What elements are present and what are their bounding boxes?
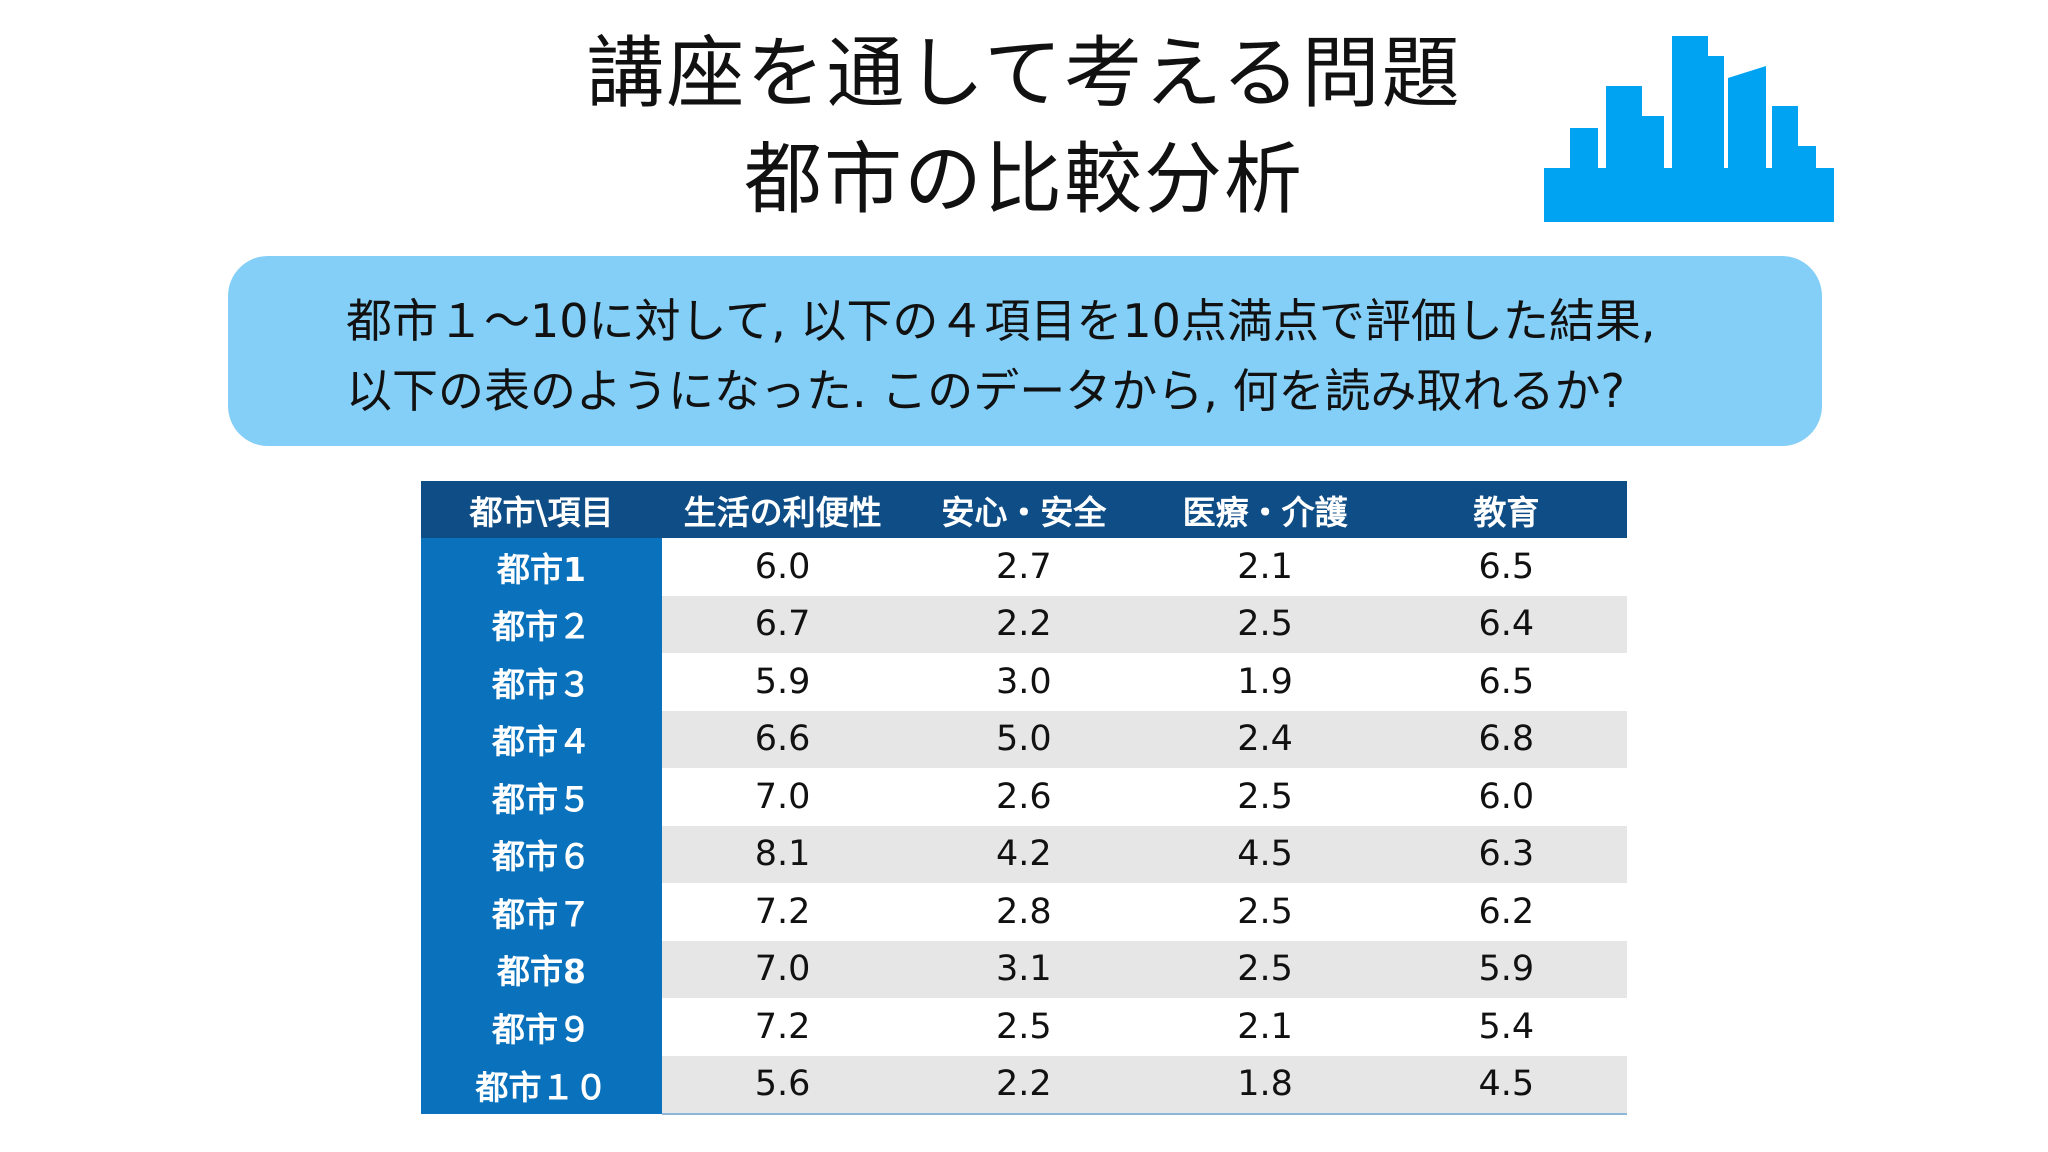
table-cell: 2.1 — [1144, 538, 1386, 596]
city-label: 都市６ — [421, 825, 662, 883]
table-cell: 2.5 — [1144, 768, 1386, 826]
city-label: 都市５ — [421, 768, 662, 826]
table-row: 都市４ 6.6 5.0 2.4 6.8 — [421, 710, 1627, 768]
column-header: 生活の利便性 — [662, 481, 904, 538]
table-cell: 1.9 — [1144, 653, 1386, 711]
question-line-1: 都市１〜10に対して, 以下の４項目を10点満点で評価した結果, — [346, 294, 1656, 348]
table-cell: 4.2 — [903, 825, 1145, 883]
question-line-2: 以下の表のようになった. このデータから, 何を読み取れるか? — [346, 364, 1625, 418]
table-cell: 6.8 — [1385, 710, 1627, 768]
table-cell: 6.7 — [662, 595, 904, 653]
table-row: 都市７ 7.2 2.8 2.5 6.2 — [421, 883, 1627, 941]
city-label: 都市8 — [421, 940, 662, 998]
table-row: 都市５ 7.0 2.6 2.5 6.0 — [421, 768, 1627, 826]
page-title: 講座を通して考える問題 — [586, 29, 1462, 119]
city-label: 都市1 — [421, 538, 662, 596]
table-cell: 5.4 — [1385, 998, 1627, 1056]
table-cell: 6.5 — [1385, 653, 1627, 711]
table-cell: 2.2 — [903, 1055, 1145, 1115]
city-skyline-icon — [1544, 36, 1834, 222]
table-row: 都市２ 6.7 2.2 2.5 6.4 — [421, 595, 1627, 653]
table-row: 都市９ 7.2 2.5 2.1 5.4 — [421, 998, 1627, 1056]
table-cell: 1.8 — [1144, 1055, 1386, 1115]
table-header-row: 都市\項目 生活の利便性 安心・安全 医療・介護 教育 — [421, 481, 1627, 538]
table-cell: 6.6 — [662, 710, 904, 768]
table-row: 都市１０ 5.6 2.2 1.8 4.5 — [421, 1055, 1627, 1115]
table-cell: 4.5 — [1144, 825, 1386, 883]
table-cell: 2.5 — [1144, 883, 1386, 941]
column-header: 医療・介護 — [1144, 481, 1386, 538]
column-header: 教育 — [1385, 481, 1627, 538]
page-subtitle: 都市の比較分析 — [743, 135, 1304, 225]
table-cell: 2.1 — [1144, 998, 1386, 1056]
table-row: 都市8 7.0 3.1 2.5 5.9 — [421, 940, 1627, 998]
question-box: 都市１〜10に対して, 以下の４項目を10点満点で評価した結果, 以下の表のよう… — [228, 256, 1822, 446]
table-cell: 7.0 — [662, 768, 904, 826]
table-cell: 2.5 — [1144, 940, 1386, 998]
table-cell: 2.5 — [1144, 595, 1386, 653]
table-cell: 6.5 — [1385, 538, 1627, 596]
table-cell: 2.4 — [1144, 710, 1386, 768]
table-row: 都市1 6.0 2.7 2.1 6.5 — [421, 538, 1627, 596]
table-cell: 6.0 — [662, 538, 904, 596]
table-row: 都市３ 5.9 3.0 1.9 6.5 — [421, 653, 1627, 711]
table-cell: 3.0 — [903, 653, 1145, 711]
city-label: 都市２ — [421, 595, 662, 653]
table-row: 都市６ 8.1 4.2 4.5 6.3 — [421, 825, 1627, 883]
column-header: 安心・安全 — [903, 481, 1145, 538]
table-cell: 7.2 — [662, 998, 904, 1056]
column-header: 都市\項目 — [421, 481, 662, 538]
city-label: 都市４ — [421, 710, 662, 768]
city-rating-table: 都市\項目 生活の利便性 安心・安全 医療・介護 教育 都市1 6.0 2.7 … — [421, 481, 1627, 1115]
city-label: 都市１０ — [421, 1055, 662, 1114]
table-cell: 2.8 — [903, 883, 1145, 941]
table-cell: 6.3 — [1385, 825, 1627, 883]
table-cell: 5.0 — [903, 710, 1145, 768]
table-cell: 6.4 — [1385, 595, 1627, 653]
table-cell: 2.2 — [903, 595, 1145, 653]
table-cell: 2.5 — [903, 998, 1145, 1056]
table-cell: 6.2 — [1385, 883, 1627, 941]
table-cell: 4.5 — [1385, 1055, 1627, 1115]
table-cell: 5.6 — [662, 1055, 904, 1115]
table-cell: 2.6 — [903, 768, 1145, 826]
table-cell: 7.2 — [662, 883, 904, 941]
table-cell: 6.0 — [1385, 768, 1627, 826]
table-cell: 5.9 — [662, 653, 904, 711]
table-cell: 7.0 — [662, 940, 904, 998]
table-cell: 2.7 — [903, 538, 1145, 596]
table-cell: 8.1 — [662, 825, 904, 883]
table-cell: 5.9 — [1385, 940, 1627, 998]
table-cell: 3.1 — [903, 940, 1145, 998]
city-label: 都市３ — [421, 653, 662, 711]
city-label: 都市９ — [421, 998, 662, 1056]
city-label: 都市７ — [421, 883, 662, 941]
